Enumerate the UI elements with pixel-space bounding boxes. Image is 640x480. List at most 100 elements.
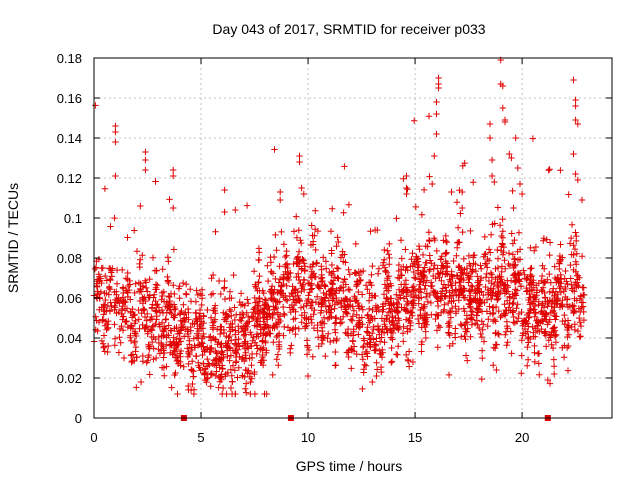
data-point [510, 295, 517, 302]
data-point [457, 210, 464, 217]
data-point [165, 322, 172, 329]
data-point [289, 326, 296, 333]
data-point [501, 257, 508, 264]
data-point [243, 309, 250, 316]
data-point [411, 258, 419, 266]
data-point [397, 237, 405, 244]
data-point [465, 272, 472, 279]
data-point [335, 275, 342, 282]
data-point [422, 328, 429, 335]
data-point [577, 333, 584, 340]
data-point [152, 354, 160, 362]
data-point [330, 268, 337, 275]
data-point [400, 323, 407, 330]
data-point [418, 304, 426, 311]
data-point [194, 291, 202, 299]
data-point [153, 286, 160, 293]
data-point [543, 236, 550, 243]
data-point [233, 350, 240, 358]
data-point [426, 291, 434, 299]
data-point [423, 293, 430, 301]
data-point [402, 281, 410, 288]
data-point [181, 318, 188, 326]
data-point [473, 305, 481, 312]
data-point [239, 372, 246, 379]
data-point [461, 266, 468, 273]
data-point [278, 228, 285, 236]
data-point [470, 179, 477, 186]
data-point [531, 293, 538, 300]
data-point [187, 298, 195, 305]
data-point [148, 326, 155, 333]
data-point [478, 375, 485, 383]
data-point [188, 367, 196, 374]
data-point [92, 313, 99, 320]
data-point [524, 274, 531, 282]
data-point [207, 383, 214, 390]
data-point [352, 269, 359, 276]
data-point [244, 370, 251, 377]
data-point [218, 340, 225, 347]
data-point [472, 297, 479, 304]
data-point [112, 138, 119, 146]
data-point [352, 240, 359, 248]
data-point [297, 304, 305, 311]
data-point [312, 246, 319, 254]
data-point [424, 243, 431, 250]
data-point [564, 323, 571, 331]
data-point [138, 310, 145, 317]
data-point [196, 321, 204, 328]
data-point [332, 362, 339, 369]
data-point [159, 333, 167, 340]
data-point [303, 351, 311, 358]
data-point [282, 268, 289, 275]
data-point [272, 275, 279, 283]
data-point [326, 302, 334, 309]
data-point [107, 276, 114, 284]
data-point [199, 340, 206, 347]
data-point [387, 334, 395, 341]
data-point [216, 330, 224, 338]
data-point [528, 264, 535, 272]
data-point [486, 134, 494, 142]
data-point [255, 245, 263, 252]
data-point [337, 254, 345, 261]
data-point [301, 267, 309, 275]
data-point [546, 239, 554, 246]
data-point [152, 307, 159, 315]
data-point [251, 368, 258, 376]
data-point [402, 316, 410, 323]
data-point [514, 164, 521, 172]
data-point [105, 284, 113, 292]
data-point [270, 310, 277, 317]
data-point [165, 279, 172, 287]
data-point [432, 275, 439, 282]
data-point [266, 306, 273, 314]
data-point [167, 290, 175, 297]
data-point [154, 282, 161, 289]
data-point [232, 327, 239, 334]
data-point [515, 276, 522, 284]
data-point [219, 390, 226, 398]
data-point [565, 191, 572, 198]
data-point [186, 351, 193, 358]
data-point [442, 249, 449, 257]
data-point [324, 315, 332, 323]
data-point [236, 343, 243, 350]
data-point [467, 315, 474, 322]
data-point [272, 231, 279, 239]
data-point [524, 362, 531, 369]
data-point [209, 322, 217, 329]
data-point [102, 296, 109, 304]
data-point [93, 282, 100, 290]
data-point [442, 284, 449, 291]
data-point [478, 308, 486, 315]
data-point [554, 274, 561, 281]
data-point [111, 288, 118, 296]
data-point [256, 287, 263, 294]
plot-frame [93, 57, 613, 419]
data-point [356, 324, 363, 331]
data-point [478, 298, 485, 306]
data-point [269, 371, 276, 379]
data-point [257, 346, 264, 353]
